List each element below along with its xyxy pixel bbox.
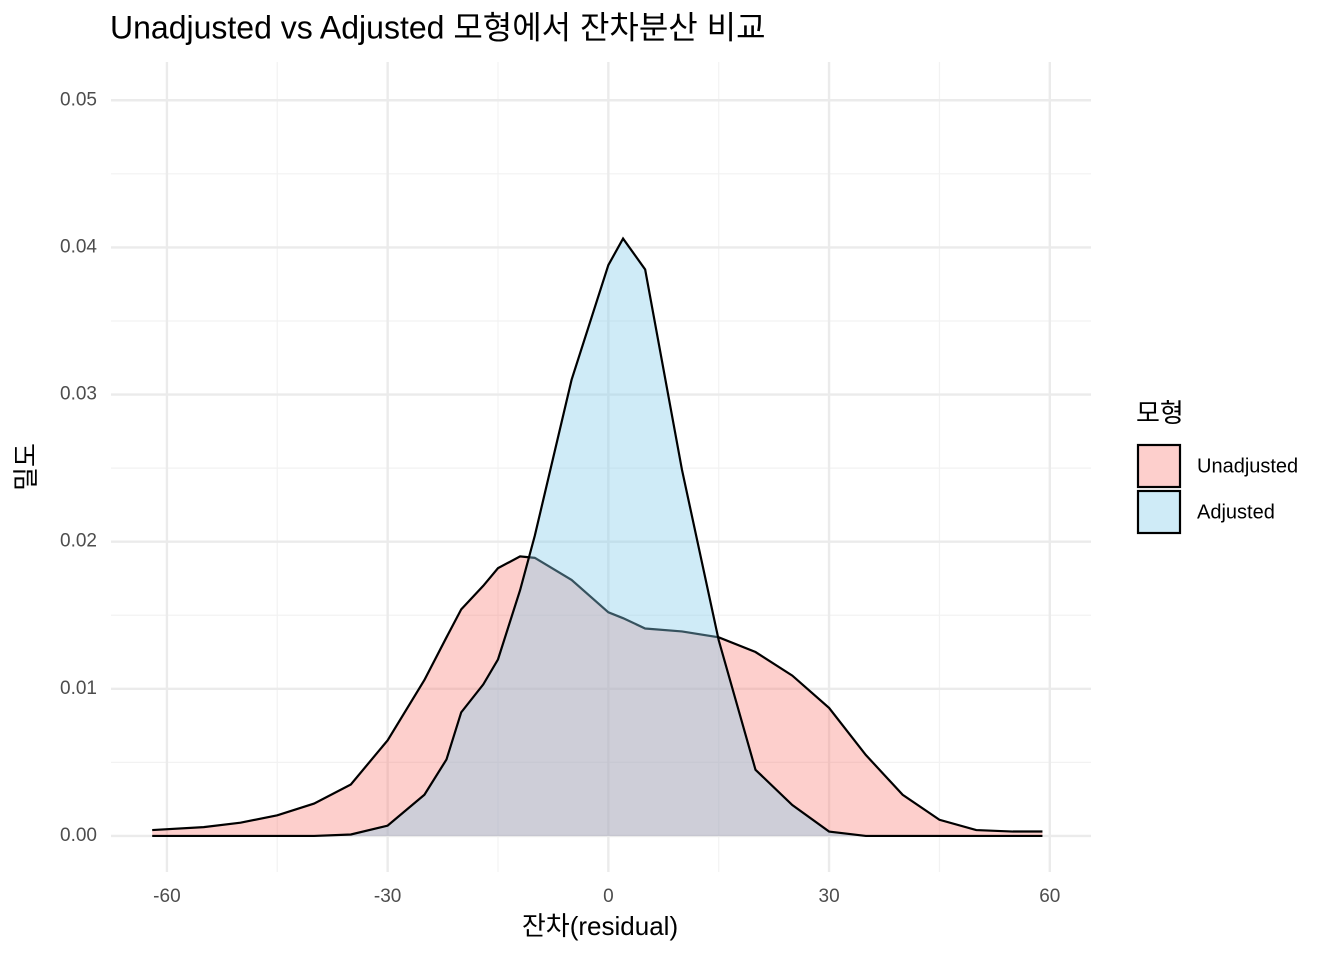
x-tick-label: -60 [153, 886, 180, 907]
legend-label: Adjusted [1197, 501, 1275, 523]
x-tick-label: 0 [603, 886, 614, 907]
density-area [152, 238, 1043, 836]
y-tick-label: 0.00 [60, 825, 97, 846]
y-tick-label: 0.04 [60, 236, 97, 257]
legend-key [1136, 443, 1182, 489]
x-tick-label: 60 [1039, 886, 1060, 907]
density-area [152, 556, 1043, 836]
y-tick-label: 0.05 [60, 89, 97, 110]
legend-title: 모형 [1136, 398, 1184, 428]
density-line [152, 236, 1043, 838]
x-axis-label: 잔차(residual) [522, 911, 678, 941]
legend-label: Unadjusted [1197, 455, 1298, 477]
x-tick-label: -30 [374, 886, 401, 907]
x-tick-label: 30 [819, 886, 840, 907]
y-tick-label: 0.03 [60, 384, 97, 405]
chart-title: Unadjusted vs Adjusted 모형에서 잔차분산 비교 [110, 9, 766, 45]
legend-key [1136, 489, 1182, 535]
density-line [152, 555, 1043, 833]
y-axis-label: 밀도 [11, 443, 41, 491]
y-tick-label: 0.02 [60, 531, 97, 552]
y-tick-label: 0.01 [60, 678, 97, 699]
